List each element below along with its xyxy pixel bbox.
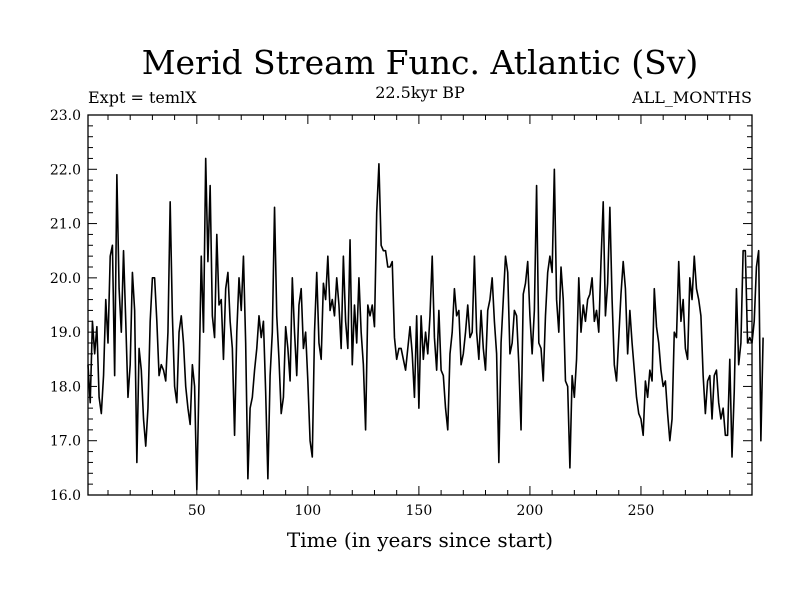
experiment-label: Expt = temlX [88,88,197,107]
axis-tick-labels: 50 100 150 200 250 16.0 17.0 18.0 19.0 20.0 21.0 22… [50,108,655,519]
y-tick-label: 20.0 [50,271,81,287]
x-tick-label: 100 [294,503,321,519]
y-tick-label: 22.0 [50,162,81,178]
plot-frame [87,114,753,496]
y-tick-label: 19.0 [50,325,81,341]
x-axis-label: Time (in years since start) [287,528,553,552]
chart-title: Merid Stream Func. Atlantic (Sv) [142,43,699,82]
x-tick-label: 150 [406,503,433,519]
months-label: ALL_MONTHS [631,88,752,107]
axis-ticks [88,114,753,496]
y-tick-label: 18.0 [50,379,81,395]
x-tick-label: 200 [517,503,544,519]
y-tick-label: 23.0 [50,108,81,124]
y-tick-label: 16.0 [50,488,81,504]
y-tick-label: 21.0 [50,217,81,233]
x-tick-label: 50 [188,503,206,519]
series-line [87,157,764,491]
x-tick-label: 250 [628,503,655,519]
y-tick-label: 17.0 [50,434,81,450]
period-label: 22.5kyr BP [375,83,465,102]
